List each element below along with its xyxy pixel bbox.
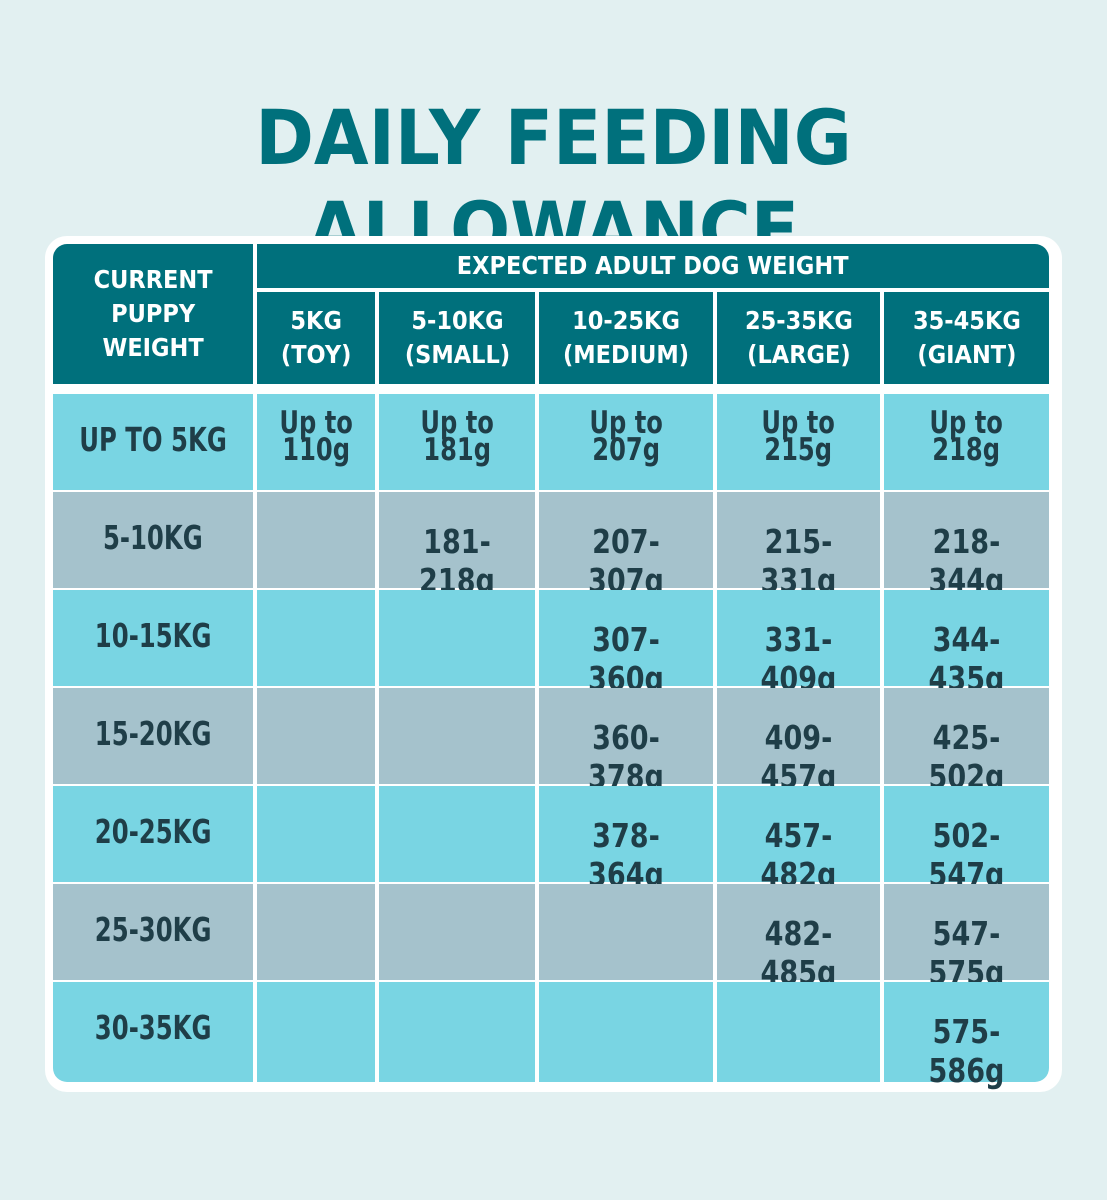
corner-header-text: CURRENT PUPPY WEIGHT xyxy=(93,265,213,362)
table-cell xyxy=(257,590,375,686)
table-cell: 344-435g xyxy=(884,590,1049,698)
table-cell: 482-485g xyxy=(717,884,880,992)
table-cell: Up to 218g xyxy=(884,394,1049,490)
table-cell: 215-331g xyxy=(717,492,880,600)
feeding-table: CURRENT PUPPY WEIGHT EXPECTED ADULT DOG W… xyxy=(53,244,1049,1090)
table-cell xyxy=(257,786,375,882)
row-label: 30-35KG xyxy=(53,982,253,1082)
row-label: 10-15KG xyxy=(53,590,253,686)
group-header-text: EXPECTED ADULT DOG WEIGHT xyxy=(457,251,849,280)
table-cell-text: 344-435g xyxy=(928,620,1005,698)
row-label-text: UP TO 5KG xyxy=(79,420,227,459)
group-header: EXPECTED ADULT DOG WEIGHT xyxy=(257,244,1049,288)
row-label-text: 25-30KG xyxy=(94,910,212,949)
table-cell-text: 502-547g xyxy=(928,816,1005,894)
corner-header: CURRENT PUPPY WEIGHT xyxy=(53,244,253,384)
table-cell xyxy=(257,688,375,784)
table-cell-text: Up to 218g xyxy=(929,405,1004,468)
column-header-large: 25-35KG (LARGE) xyxy=(717,292,880,384)
table-cell: Up to 215g xyxy=(717,394,880,490)
table-cell: 360-378g xyxy=(539,688,713,796)
row-label-text: 10-15KG xyxy=(94,616,212,655)
row-label-text: 15-20KG xyxy=(94,714,212,753)
column-header-small: 5-10KG (SMALL) xyxy=(379,292,535,384)
table-cell xyxy=(379,786,535,882)
row-label: 25-30KG xyxy=(53,884,253,980)
table-cell xyxy=(717,982,880,1082)
row-label: 15-20KG xyxy=(53,688,253,784)
table-cell: 425-502g xyxy=(884,688,1049,796)
row-label: UP TO 5KG xyxy=(53,394,253,490)
table-cell: 181-218g xyxy=(379,492,535,600)
table-cell: 378-364g xyxy=(539,786,713,894)
table-cell-text: Up to 110g xyxy=(279,405,353,468)
table-cell xyxy=(379,884,535,980)
table-cell-text: 215-331g xyxy=(760,522,837,600)
table-cell-text: 482-485g xyxy=(760,914,837,992)
table-cell xyxy=(257,884,375,980)
table-cell: 218-344g xyxy=(884,492,1049,600)
column-header-giant-text: 35-45KG (GIANT) xyxy=(912,306,1021,369)
table-cell-text: 307-360g xyxy=(588,620,664,698)
page-title: DAILY FEEDING ALLOWANCE xyxy=(255,93,852,274)
column-header-giant: 35-45KG (GIANT) xyxy=(884,292,1049,384)
row-label: 20-25KG xyxy=(53,786,253,882)
column-header-medium: 10-25KG (MEDIUM) xyxy=(539,292,713,384)
table-cell-text: 181-218g xyxy=(419,522,495,600)
table-cell xyxy=(257,492,375,588)
table-cell-text: 378-364g xyxy=(588,816,664,894)
table-cell xyxy=(539,982,713,1082)
table-cell-text: Up to 207g xyxy=(589,405,663,468)
table-cell-text: 575-586g xyxy=(928,1012,1005,1090)
table-cell: Up to 181g xyxy=(379,394,535,490)
column-header-toy-text: 5KG (TOY) xyxy=(280,306,352,369)
table-cell: 307-360g xyxy=(539,590,713,698)
table-cell: 547-575g xyxy=(884,884,1049,992)
row-label-text: 20-25KG xyxy=(94,812,212,851)
column-header-toy: 5KG (TOY) xyxy=(257,292,375,384)
table-cell xyxy=(379,590,535,686)
table-cell-text: 457-482g xyxy=(760,816,837,894)
column-header-small-text: 5-10KG (SMALL) xyxy=(404,306,510,369)
table-cell-text: 425-502g xyxy=(928,718,1005,796)
table-cell xyxy=(257,982,375,1082)
table-cell xyxy=(379,688,535,784)
column-header-large-text: 25-35KG (LARGE) xyxy=(744,306,853,369)
table-cell: 575-586g xyxy=(884,982,1049,1090)
row-label-text: 5-10KG xyxy=(103,518,203,557)
table-cell: 331-409g xyxy=(717,590,880,698)
table-cell-text: 207-307g xyxy=(588,522,664,600)
table-cell: 502-547g xyxy=(884,786,1049,894)
table-cell-text: 218-344g xyxy=(928,522,1005,600)
row-label-text: 30-35KG xyxy=(94,1008,212,1047)
column-header-medium-text: 10-25KG (MEDIUM) xyxy=(562,306,690,369)
table-cell-text: 331-409g xyxy=(760,620,837,698)
table-cell: 207-307g xyxy=(539,492,713,600)
table-cell-text: 360-378g xyxy=(588,718,664,796)
table-cell: 457-482g xyxy=(717,786,880,894)
table-cell xyxy=(379,982,535,1082)
table-cell-text: 547-575g xyxy=(928,914,1005,992)
table-cell-text: Up to 215g xyxy=(761,405,836,468)
table-cell: Up to 207g xyxy=(539,394,713,490)
table-cell-text: Up to 181g xyxy=(420,405,494,468)
table-cell-text: 409-457g xyxy=(760,718,837,796)
table-cell: 409-457g xyxy=(717,688,880,796)
table-cell xyxy=(539,884,713,980)
row-label: 5-10KG xyxy=(53,492,253,588)
table-cell: Up to 110g xyxy=(257,394,375,490)
